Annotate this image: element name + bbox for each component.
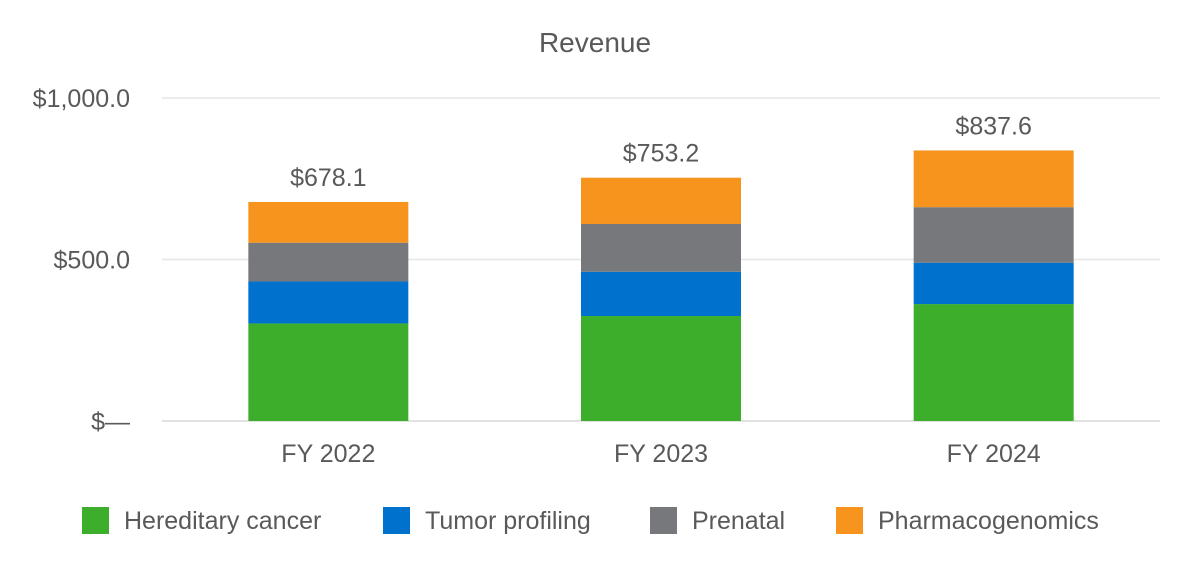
legend-label: Tumor profiling bbox=[425, 507, 591, 535]
bar-segment-tumor-profiling bbox=[248, 281, 409, 324]
x-tick-label: FY 2022 bbox=[281, 440, 375, 468]
bar-segment-hereditary-cancer bbox=[248, 323, 409, 421]
y-tick-label: $— bbox=[91, 408, 130, 436]
legend-label: Pharmacogenomics bbox=[878, 507, 1099, 535]
x-tick-label: FY 2023 bbox=[614, 440, 708, 468]
bar-segment-prenatal bbox=[913, 207, 1074, 263]
bar-segment-pharmacogenomics bbox=[581, 177, 741, 224]
bar-total-label: $837.6 bbox=[955, 112, 1031, 140]
legend: Hereditary cancer Tumor profiling Prenatal… bbox=[82, 507, 1099, 535]
legend-swatch bbox=[82, 507, 109, 534]
chart-title: Revenue bbox=[539, 27, 651, 58]
bar-segment-tumor-profiling bbox=[913, 262, 1074, 305]
bar-segment-prenatal bbox=[581, 223, 741, 272]
bar-segment-pharmacogenomics bbox=[913, 150, 1074, 208]
legend-swatch bbox=[650, 507, 677, 534]
total-labels: $678.1 $753.2 $837.6 bbox=[290, 112, 1032, 192]
x-tick-label: FY 2024 bbox=[947, 440, 1041, 468]
bar-segment-tumor-profiling bbox=[581, 271, 741, 317]
bars bbox=[248, 150, 1074, 421]
bar-segment-hereditary-cancer bbox=[581, 316, 741, 421]
legend-label: Hereditary cancer bbox=[124, 507, 321, 535]
bar-total-label: $753.2 bbox=[623, 140, 699, 168]
bar-segment-hereditary-cancer bbox=[913, 304, 1074, 421]
y-axis: $— $500.0 $1,000.0 bbox=[33, 85, 130, 436]
legend-swatch bbox=[383, 507, 410, 534]
y-tick-label: $500.0 bbox=[54, 247, 130, 275]
x-axis: FY 2022 FY 2023 FY 2024 bbox=[281, 440, 1040, 468]
legend-swatch bbox=[836, 507, 863, 534]
bar-segment-prenatal bbox=[248, 242, 409, 282]
bar-segment-pharmacogenomics bbox=[248, 201, 409, 243]
legend-label: Prenatal bbox=[692, 507, 785, 535]
y-tick-label: $1,000.0 bbox=[33, 85, 130, 113]
bar-total-label: $678.1 bbox=[290, 164, 366, 192]
